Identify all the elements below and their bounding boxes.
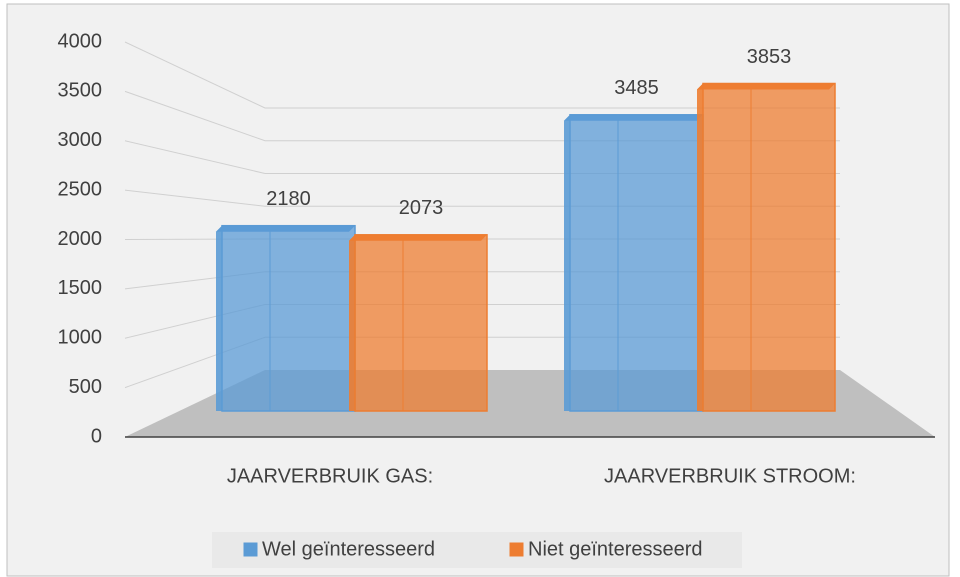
x-tick-label: JAARVERBRUIK GAS: [227, 465, 433, 487]
bar [702, 82, 836, 412]
data-label: 2180 [266, 188, 311, 210]
data-label: 3485 [614, 77, 659, 99]
data-label: 2073 [399, 197, 444, 219]
legend-swatch [243, 542, 258, 557]
legend-label: Niet geïnteresseerd [528, 538, 703, 560]
x-tick-label: JAARVERBRUIK STROOM: [604, 465, 856, 487]
bar-side [564, 114, 570, 412]
y-tick-label: 500 [69, 376, 102, 398]
y-tick-label: 1500 [58, 277, 103, 299]
bar [221, 224, 356, 412]
legend-box [212, 532, 742, 568]
bar-side [697, 83, 703, 412]
bar [354, 234, 488, 412]
legend-swatch [509, 542, 524, 557]
bar-side [216, 225, 222, 411]
legend-label: Wel geïnteresseerd [262, 538, 435, 560]
y-tick-label: 4000 [58, 30, 103, 52]
grid-line [124, 41, 840, 109]
y-tick-label: 2500 [58, 178, 103, 200]
data-label: 3853 [747, 46, 792, 68]
y-tick-label: 3000 [58, 129, 103, 151]
y-tick-label: 1000 [58, 327, 103, 349]
y-tick-label: 0 [91, 425, 102, 447]
y-tick-label: 3500 [58, 80, 103, 102]
bar [569, 114, 704, 412]
y-tick-label: 2000 [58, 228, 103, 250]
bar-side [349, 234, 355, 411]
